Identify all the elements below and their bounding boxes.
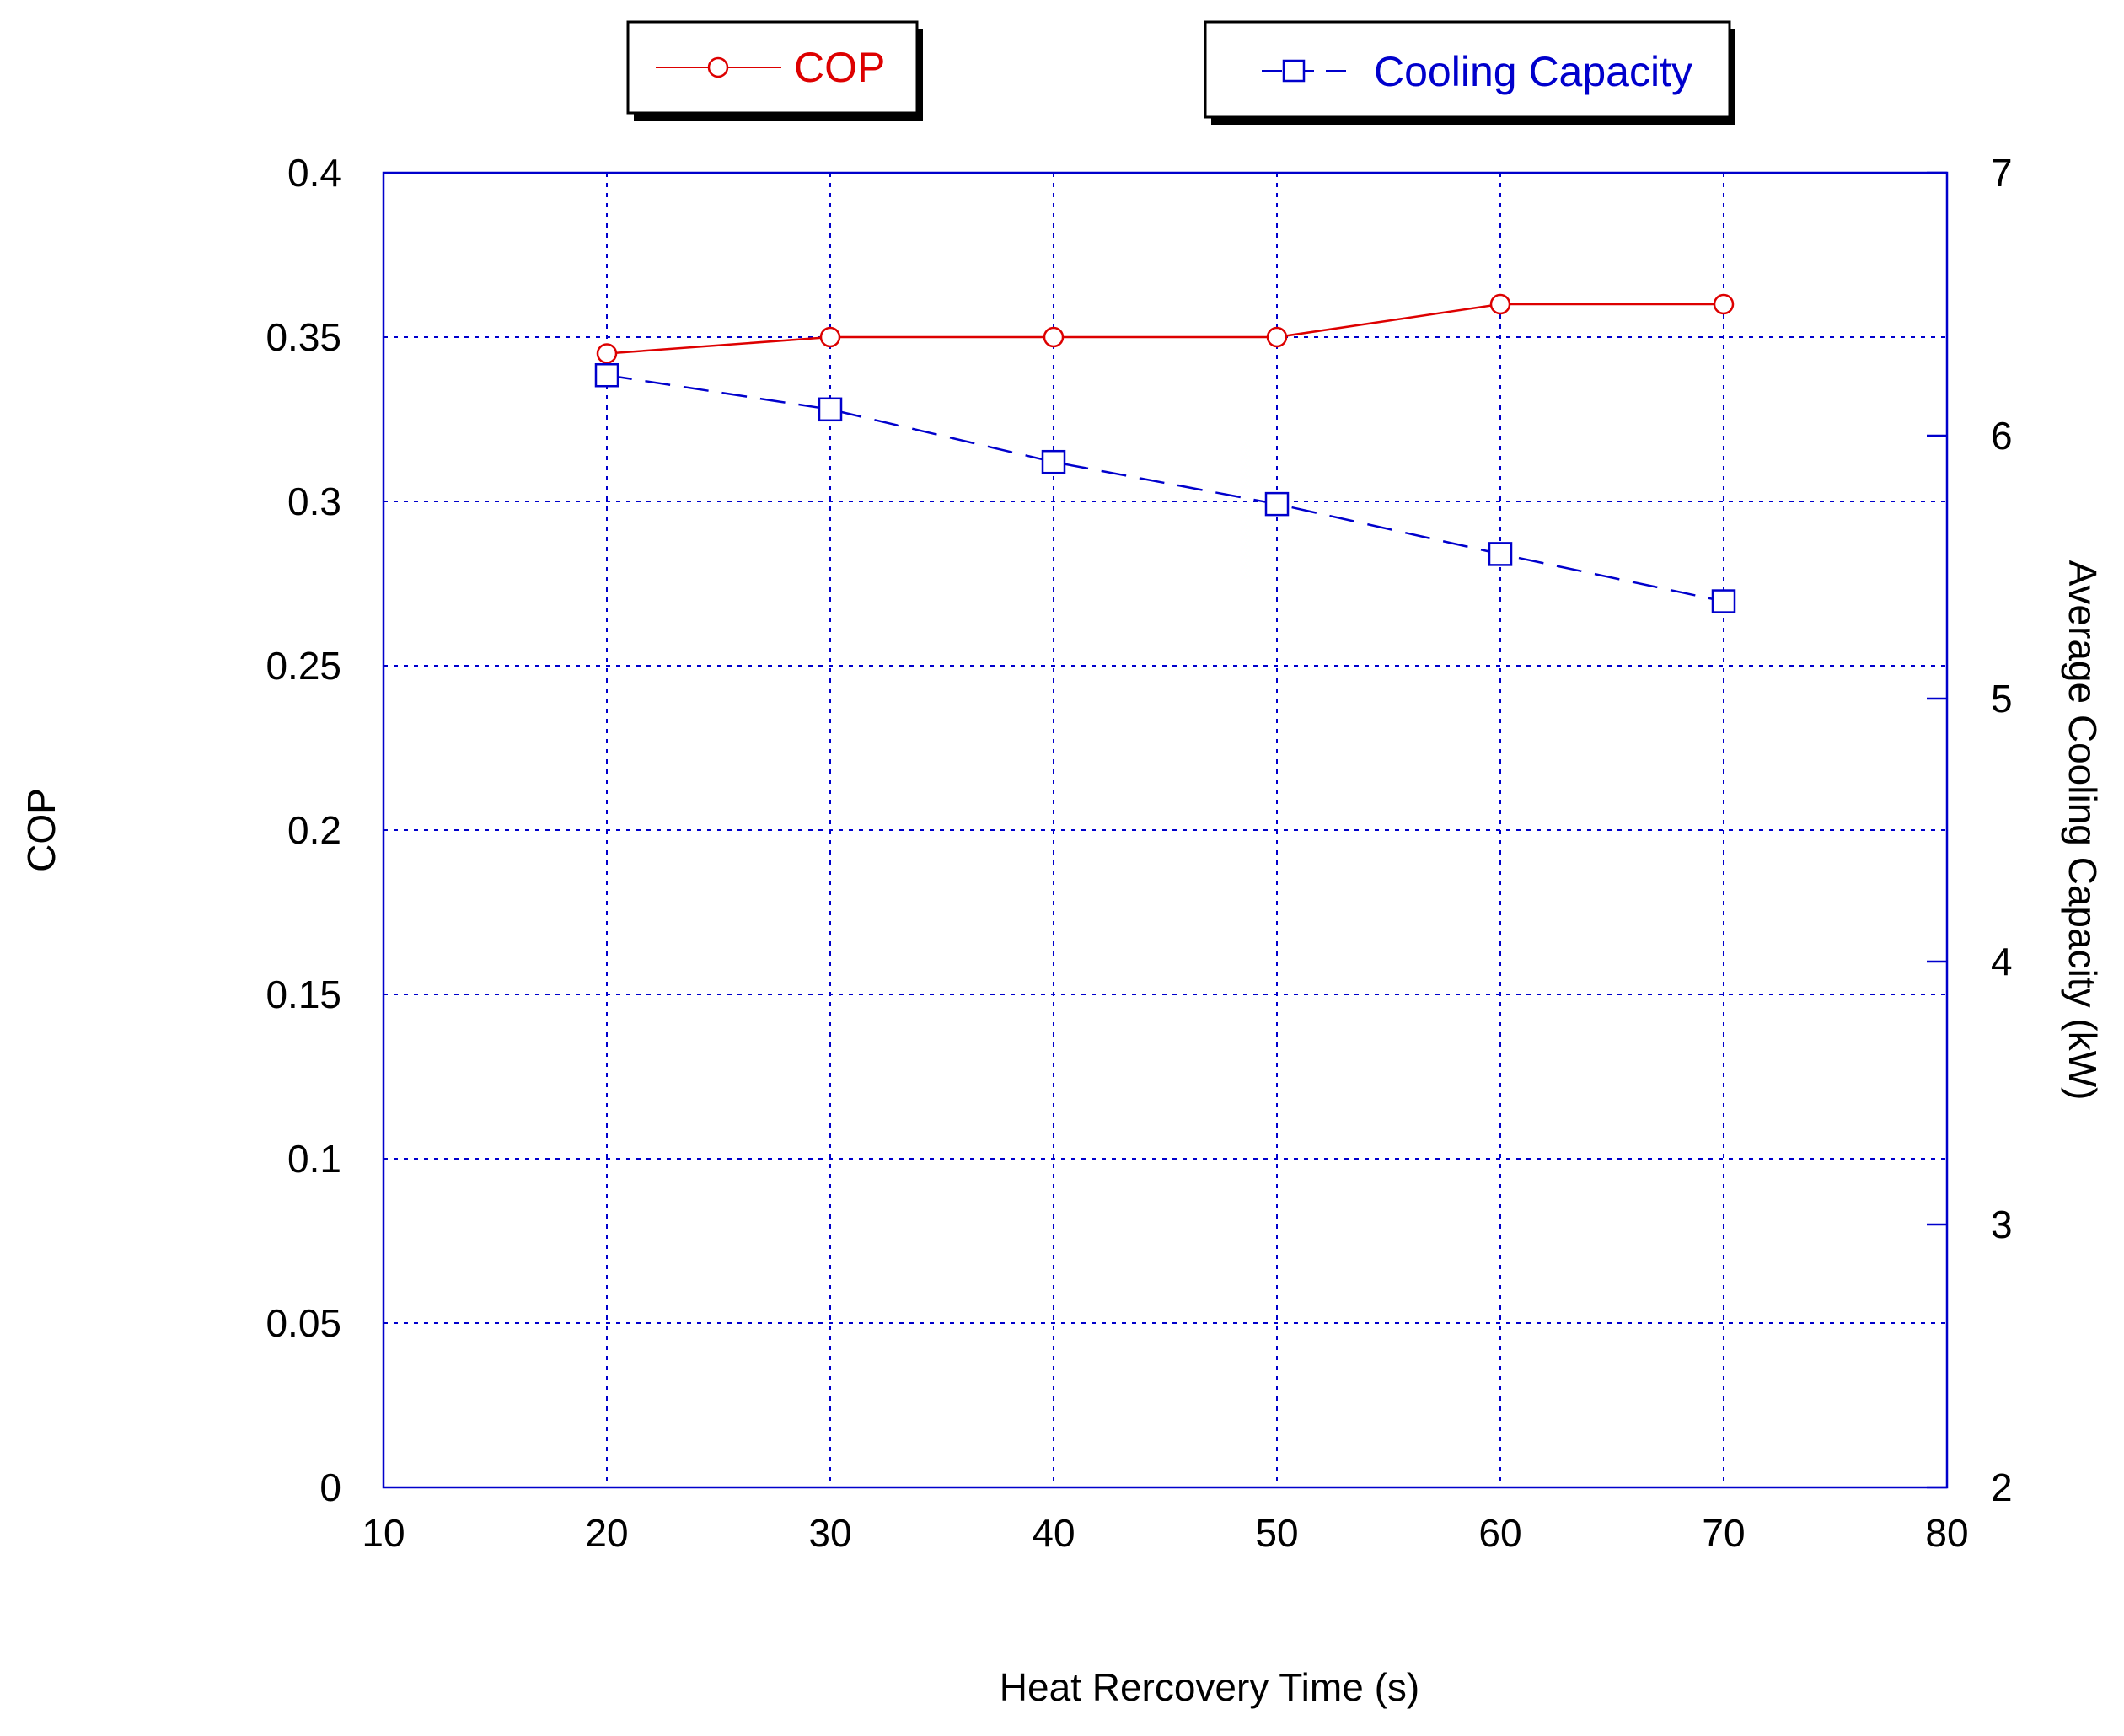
cop-point xyxy=(596,343,618,364)
capacity-point xyxy=(1041,449,1066,474)
x-tick-label: 70 xyxy=(1702,1511,1745,1555)
y-tick-label: 0.4 xyxy=(287,151,341,195)
capacity-point xyxy=(1711,589,1736,613)
y-tick-label: 0.35 xyxy=(266,315,341,359)
x-axis-title: Heat Rercovery Time (s) xyxy=(1000,1665,1419,1709)
x-tick-label: 40 xyxy=(1032,1511,1075,1555)
y2-tick-label: 4 xyxy=(1991,940,2013,983)
y-tick-label: 0 xyxy=(319,1465,341,1509)
cop-point xyxy=(1266,326,1288,348)
x-tick-label: 10 xyxy=(362,1511,405,1555)
x-tick-label: 80 xyxy=(1925,1511,1968,1555)
capacity-point xyxy=(818,397,843,422)
cop-point xyxy=(1713,293,1735,315)
cop-series-line xyxy=(606,303,1724,355)
y-tick-label: 0.3 xyxy=(287,480,341,523)
x-tick-label: 30 xyxy=(808,1511,851,1555)
cop-point xyxy=(819,326,841,348)
legend-capacity-label: Cooling Capacity xyxy=(1374,48,1692,95)
y2-tick-label: 3 xyxy=(1991,1203,2013,1246)
y-tick-label: 0.15 xyxy=(266,972,341,1016)
cop-point xyxy=(1043,326,1065,348)
capacity-point xyxy=(594,362,620,388)
y2-tick-label: 6 xyxy=(1991,414,2013,458)
plot-frame xyxy=(382,171,1949,1489)
capacity-point xyxy=(1264,491,1290,517)
y-tick-label: 0.1 xyxy=(287,1137,341,1181)
axis-ticks xyxy=(1927,171,1947,1489)
y-tick-label: 0.25 xyxy=(266,644,341,688)
cop-point xyxy=(1489,293,1511,315)
y-axis-title: COP xyxy=(19,788,63,872)
y-tick-label: 0.2 xyxy=(287,808,341,852)
y2-tick-label: 7 xyxy=(1991,151,2013,195)
capacity-point xyxy=(1488,542,1513,566)
legend-capacity: Cooling Capacity xyxy=(1204,20,1735,125)
y2-axis-title: Average Cooling Capacity (kW) xyxy=(2061,560,2105,1101)
x-tick-label: 60 xyxy=(1478,1511,1521,1555)
y2-tick-label: 5 xyxy=(1991,677,2013,721)
capacity-series-line xyxy=(606,374,1724,603)
series-layer xyxy=(594,293,1736,613)
tick-labels: 10 20 30 40 50 60 70 80 0 0.05 0.1 0.15 0.2 0.25 0.3 0.… xyxy=(266,151,2012,1555)
x-tick-label: 50 xyxy=(1255,1511,1298,1555)
legend-cop: COP xyxy=(626,20,923,121)
y-tick-label: 0.05 xyxy=(266,1301,341,1345)
x-tick-label: 20 xyxy=(585,1511,628,1555)
legend-cop-marker xyxy=(707,56,729,78)
y2-tick-label: 2 xyxy=(1991,1465,2013,1509)
legend-capacity-marker xyxy=(1282,59,1306,83)
legend-cop-label: COP xyxy=(794,44,885,91)
